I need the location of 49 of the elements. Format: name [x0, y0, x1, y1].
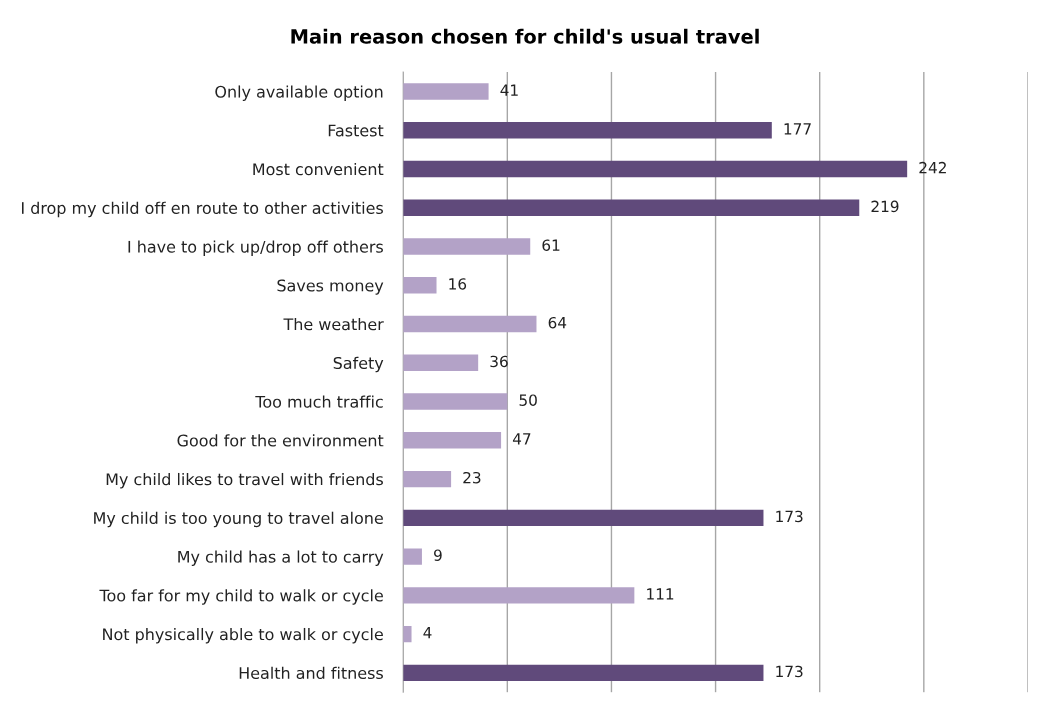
y-tick-label: Safety: [333, 356, 384, 373]
bar: [403, 509, 764, 526]
data-label: 23: [463, 471, 481, 484]
y-tick-label: I drop my child off en route to other activities: [21, 201, 383, 218]
data-label: 64: [548, 316, 567, 329]
data-label: 173: [776, 665, 803, 678]
y-tick-label: Fastest: [328, 124, 384, 137]
bar: [403, 83, 489, 100]
data-label: 50: [519, 394, 537, 406]
data-label: 173: [776, 510, 803, 523]
bar: [403, 587, 635, 604]
bar: [403, 548, 422, 565]
bar: [403, 393, 508, 410]
chart-title: Main reason chosen for child's usual travel: [291, 28, 759, 44]
y-tick-label: Only available option: [215, 85, 383, 101]
data-label: 177: [784, 123, 811, 135]
bar: [403, 432, 502, 449]
y-tick-label: My child likes to travel with friends: [106, 472, 383, 489]
data-label: 242: [919, 161, 946, 174]
bar: [403, 122, 772, 139]
y-tick-label: Saves money: [277, 279, 384, 295]
data-label: 47: [512, 433, 531, 445]
y-tick-label: My child is too young to travel alone: [94, 511, 383, 528]
bar: [403, 470, 452, 488]
y-tick-label: My child has a lot to carry: [178, 550, 384, 566]
y-tick-label: Too far for my child to walk or cycle: [99, 589, 383, 605]
data-label: 16: [449, 278, 467, 290]
data-label: 219: [871, 200, 899, 213]
y-tick-label: Good for the environment: [177, 434, 384, 447]
y-tick-label: Most convenient: [253, 162, 384, 176]
bar: [403, 277, 437, 294]
bar: [403, 160, 908, 178]
y-tick-label: Not physically able to walk or cycle: [103, 627, 383, 644]
bar: [403, 625, 412, 643]
data-label: 9: [434, 549, 442, 561]
bar: [403, 664, 764, 681]
data-label: 4: [423, 627, 432, 639]
y-tick-label: Health and fitness: [239, 666, 383, 680]
y-tick-label: Too much traffic: [255, 395, 383, 408]
bar: [403, 238, 531, 255]
y-tick-label: I have to pick up/drop off others: [128, 240, 383, 256]
data-label: 36: [490, 355, 508, 368]
bar: [403, 354, 479, 371]
bar: [403, 315, 537, 333]
y-tick-label: The weather: [283, 317, 384, 331]
data-label: 111: [647, 588, 674, 600]
data-label: 61: [542, 239, 560, 251]
data-label: 41: [500, 84, 518, 96]
bar: [403, 199, 860, 216]
